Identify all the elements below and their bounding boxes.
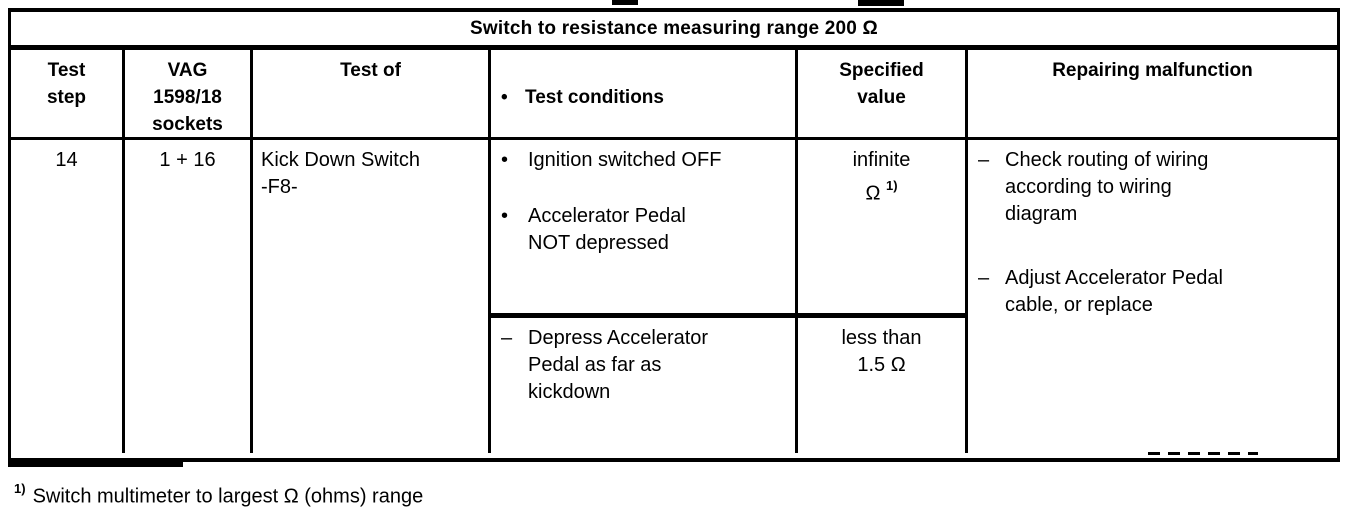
header-conditions-text: Test conditions [525, 87, 664, 108]
footnote-ref: 1) [885, 178, 898, 193]
cell-specified-value: infinite Ω 1) less than 1.5 Ω [795, 140, 965, 453]
header-vag-sockets: VAG 1598/18 sockets [122, 50, 250, 140]
specified-value-initial: infinite Ω 1) [798, 140, 965, 313]
operation-text: Depress Accelerator Pedal as far as kick… [528, 327, 709, 403]
cell-test-step: 14 [55, 149, 78, 171]
footnote-marker: 1) [14, 481, 26, 496]
scan-artifact [8, 458, 183, 467]
cell-repairing-malfunction: – Check routing of wiring according to w… [965, 140, 1337, 453]
repair-item: – Adjust Accelerator Pedal cable, or rep… [978, 265, 1329, 319]
header-test-step: Test step [11, 50, 122, 140]
specified-value-line1: infinite [852, 149, 911, 171]
bullet-marker: • [501, 205, 509, 227]
repair-text: Adjust Accelerator Pedal cable, or repla… [1005, 267, 1223, 316]
bullet-marker: • [501, 149, 509, 171]
dash-marker: – [978, 149, 990, 171]
dash-marker: – [978, 267, 990, 289]
scan-artifact [1148, 452, 1258, 455]
repair-item: – Check routing of wiring according to w… [978, 147, 1329, 228]
conditions-initial: • Ignition switched OFF • Accelerator Pe… [491, 140, 795, 313]
header-repairing-malfunction: Repairing malfunction [965, 50, 1337, 140]
header-test-conditions: • Test conditions – Additional operation… [488, 50, 795, 140]
bullet-marker: • [501, 87, 508, 108]
footnote-text: Switch multimeter to largest Ω (ohms) ra… [32, 485, 424, 508]
condition-text: Accelerator Pedal NOT depressed [528, 205, 686, 254]
dash-marker: – [501, 327, 513, 349]
conditions-kickdown: – Depress Accelerator Pedal as far as ki… [491, 313, 795, 453]
header-conditions-line: • Test conditions [501, 84, 795, 111]
test-procedure-table: Switch to resistance measuring range 200… [8, 8, 1340, 462]
repairs-list: – Check routing of wiring according to w… [968, 147, 1337, 319]
header-specified-value: Specified value [795, 50, 965, 140]
scan-artifact [858, 0, 904, 6]
condition-text: Ignition switched OFF [528, 149, 722, 171]
condition-item: • Accelerator Pedal NOT depressed [501, 203, 787, 257]
cell-test-conditions: • Ignition switched OFF • Accelerator Pe… [488, 140, 795, 453]
condition-item: • Ignition switched OFF [501, 147, 787, 174]
repair-text: Check routing of wiring according to wir… [1005, 149, 1209, 225]
operation-item: – Depress Accelerator Pedal as far as ki… [501, 325, 787, 406]
ohm-symbol: Ω [865, 182, 881, 205]
cell-test-of: Kick Down Switch -F8- [250, 140, 488, 453]
table-title: Switch to resistance measuring range 200… [11, 12, 1337, 50]
header-test-of: Test of [250, 50, 488, 140]
scan-artifact [612, 0, 638, 5]
specified-value-line2: Ω 1) [798, 174, 965, 208]
specified-value-kickdown: less than 1.5 Ω [798, 313, 965, 453]
cell-sockets: 1 + 16 [122, 140, 250, 453]
table-grid: Test step VAG 1598/18 sockets Test of • … [11, 50, 1337, 453]
footnote: 1) Switch multimeter to largest Ω (ohms) … [14, 478, 423, 510]
